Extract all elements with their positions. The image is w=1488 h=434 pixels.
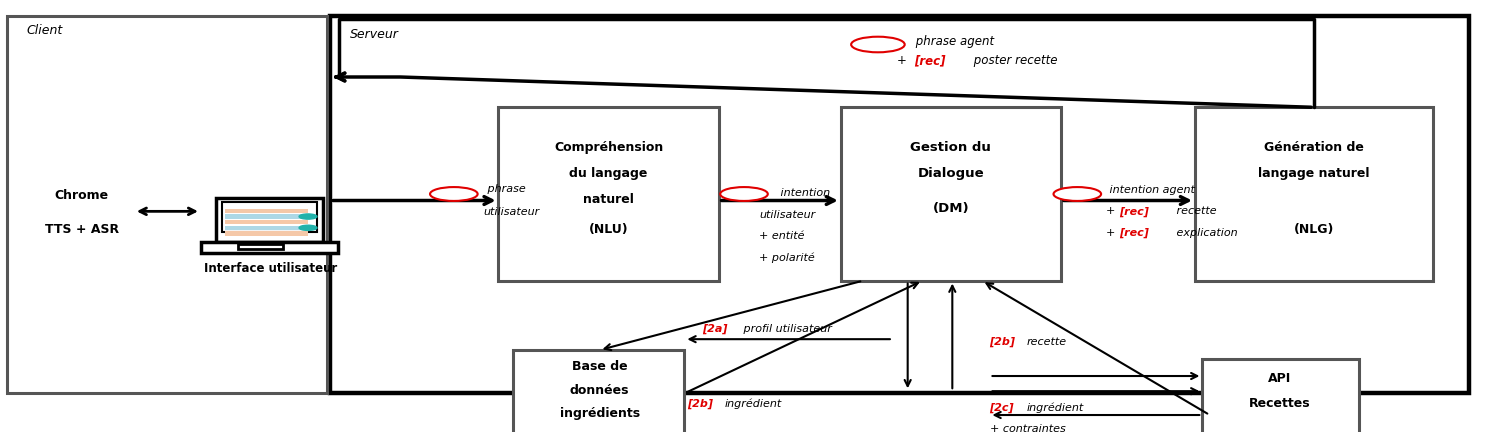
Text: [2b]: [2b] [990, 336, 1015, 347]
Text: 2: 2 [741, 190, 747, 200]
Text: données: données [570, 383, 629, 396]
Text: Dialogue: Dialogue [918, 167, 984, 179]
Text: + entité: + entité [759, 230, 805, 240]
Text: Serveur: Serveur [350, 28, 399, 41]
Text: [rec]: [rec] [1119, 206, 1149, 216]
Text: 4: 4 [873, 40, 882, 50]
Text: +: + [897, 54, 911, 67]
Text: (DM): (DM) [933, 201, 969, 214]
Text: [2a]: [2a] [702, 323, 728, 334]
Text: phrase agent: phrase agent [912, 35, 994, 48]
Text: Base de: Base de [571, 359, 628, 372]
FancyBboxPatch shape [513, 350, 684, 434]
Text: intention: intention [777, 187, 830, 197]
Text: ingrédient: ingrédient [725, 398, 781, 408]
FancyBboxPatch shape [222, 202, 317, 233]
Text: intention agent: intention agent [1106, 184, 1195, 194]
Text: utilisateur: utilisateur [484, 207, 540, 217]
FancyBboxPatch shape [225, 215, 308, 219]
FancyBboxPatch shape [1195, 108, 1433, 281]
Text: ingrédients: ingrédients [559, 406, 640, 419]
FancyBboxPatch shape [225, 226, 308, 230]
Text: Gestion du: Gestion du [911, 141, 991, 154]
Text: langage naturel: langage naturel [1259, 167, 1369, 179]
Text: ingrédient: ingrédient [1027, 402, 1083, 412]
Text: Chrome: Chrome [55, 188, 109, 201]
Text: poster recette: poster recette [970, 54, 1058, 67]
Text: Compréhension: Compréhension [554, 141, 664, 154]
Circle shape [851, 38, 905, 53]
Text: 3: 3 [1074, 190, 1080, 200]
Text: API: API [1268, 371, 1292, 384]
FancyBboxPatch shape [841, 108, 1061, 281]
Circle shape [299, 226, 317, 231]
Text: TTS + ASR: TTS + ASR [45, 223, 119, 236]
FancyBboxPatch shape [201, 242, 338, 253]
Circle shape [299, 214, 317, 220]
FancyBboxPatch shape [238, 245, 283, 250]
Text: (NLG): (NLG) [1293, 223, 1335, 236]
Text: utilisateur: utilisateur [759, 209, 815, 219]
Circle shape [1054, 187, 1101, 201]
Text: profil utilisateur: profil utilisateur [740, 324, 832, 334]
FancyBboxPatch shape [225, 232, 308, 236]
Text: +: + [1106, 227, 1119, 237]
FancyBboxPatch shape [216, 199, 323, 242]
FancyBboxPatch shape [330, 17, 1469, 394]
Text: (NLU): (NLU) [589, 223, 628, 236]
Text: [2b]: [2b] [687, 398, 713, 408]
FancyBboxPatch shape [7, 17, 327, 394]
Text: phrase: phrase [484, 183, 525, 193]
Circle shape [720, 187, 768, 201]
Text: naturel: naturel [583, 192, 634, 205]
Text: Recettes: Recettes [1248, 397, 1311, 409]
Text: + contraintes: + contraintes [990, 423, 1065, 433]
Text: +: + [1106, 206, 1119, 216]
Text: Client: Client [27, 24, 62, 37]
FancyBboxPatch shape [1202, 359, 1359, 434]
FancyBboxPatch shape [225, 220, 308, 225]
Text: Génération de: Génération de [1263, 141, 1364, 154]
Text: recette: recette [1027, 337, 1067, 346]
Text: 1: 1 [451, 190, 457, 200]
Text: + polarité: + polarité [759, 252, 814, 263]
Text: Interface utilisateur: Interface utilisateur [204, 262, 338, 275]
Text: recette: recette [1173, 206, 1216, 216]
Text: explication: explication [1173, 227, 1237, 237]
FancyBboxPatch shape [498, 108, 719, 281]
FancyBboxPatch shape [225, 209, 308, 214]
Text: du langage: du langage [570, 167, 647, 179]
Circle shape [430, 187, 478, 201]
Text: [rec]: [rec] [1119, 227, 1149, 238]
Text: [2c]: [2c] [990, 402, 1015, 412]
Text: [rec]: [rec] [914, 54, 945, 67]
